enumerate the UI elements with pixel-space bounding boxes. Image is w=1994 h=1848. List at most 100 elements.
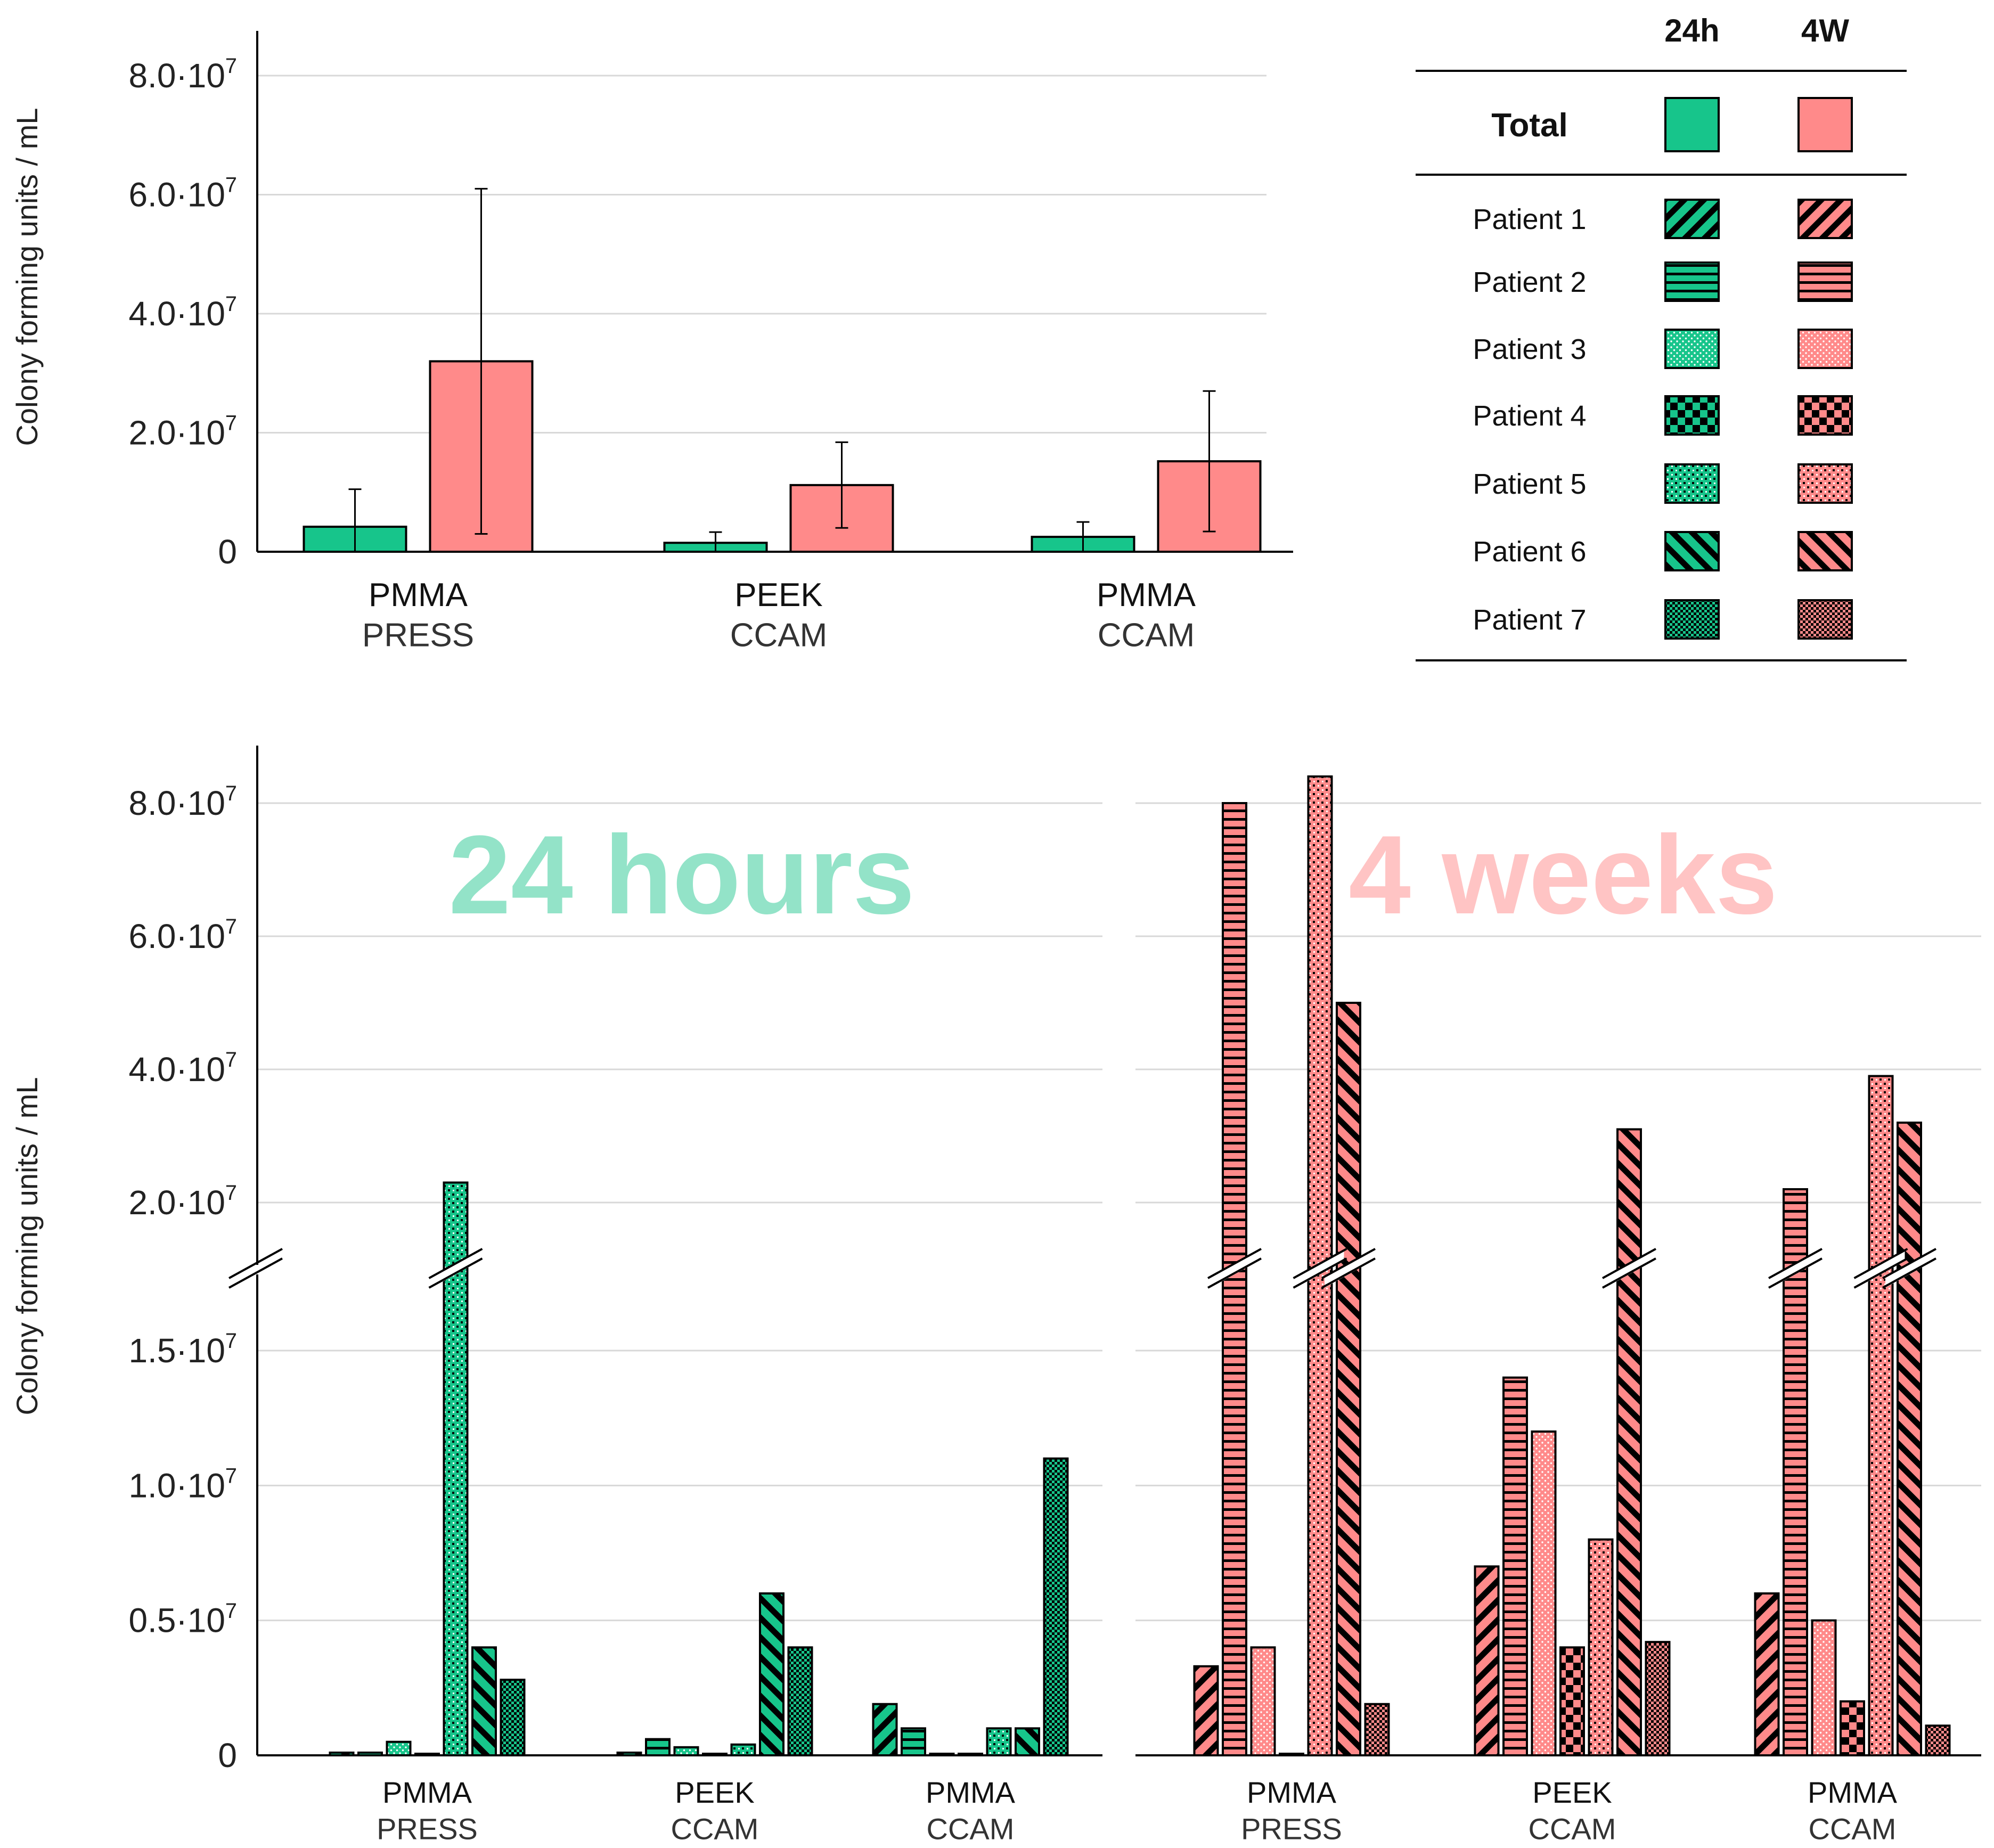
bottom-4w-bar-1-0 — [1474, 1565, 1500, 1756]
legend-swatch-24h-4 — [1664, 395, 1720, 436]
bottom-y-tick-labels: 0 0.5·107 1.0·107 1.5·107 2.0·107 4.0·107 6.0·… — [128, 782, 237, 1775]
bottom-4w-bar-1-2 — [1531, 1430, 1557, 1756]
bottom-4w-break-line-b-2-5 — [1882, 1257, 1936, 1289]
top-x-label-method-1: CCAM — [730, 617, 828, 654]
legend-label-0: Total — [1491, 107, 1568, 144]
bottom-bars — [329, 775, 1951, 1757]
top-y-tick-2: 4.0·107 — [128, 292, 237, 333]
bottom-axis-breaks — [228, 1248, 1936, 1289]
bottom-4w-break-line-a-2-5 — [1882, 1248, 1936, 1279]
bottom-24h-break-line-b-0-4 — [428, 1257, 483, 1289]
bottom-4w-bar-2-6 — [1925, 1724, 1951, 1756]
bottom-4w-x-label-method-1: CCAM — [1529, 1812, 1616, 1845]
bottom-24h-x-label-method-1: CCAM — [671, 1812, 759, 1845]
bottom-4w-break-gap-2-1 — [1771, 1250, 1819, 1288]
bottom-y-tick-5: 4.0·107 — [128, 1048, 237, 1089]
bottom-x-labels: PMMAPRESSPEEKCCAMPMMACCAMPMMAPRESSPEEKCC… — [377, 1776, 1898, 1845]
top-bars — [303, 360, 1262, 553]
top-y-tick-labels: 0 2.0·107 4.0·107 6.0·107 8.0·107 — [128, 54, 237, 571]
legend-label-3: Patient 3 — [1473, 333, 1586, 365]
legend-swatch-24h-2 — [1664, 261, 1720, 302]
bottom-4w-bar-0-2 — [1250, 1646, 1276, 1756]
legend-swatch-24h-6 — [1664, 531, 1720, 571]
bottom-24h-x-label-method-2: CCAM — [927, 1812, 1015, 1845]
bottom-4w-break-line-a-0-1 — [1207, 1248, 1262, 1279]
bottom-4w-break-line-b-0-5 — [1321, 1257, 1376, 1289]
title-4-weeks: 4 weeks — [1349, 812, 1778, 937]
bottom-24h-x-label-method-0: PRESS — [377, 1812, 478, 1845]
bottom-4w-break-gap-1-5 — [1605, 1250, 1653, 1288]
bottom-4w-break-line-a-2-4 — [1853, 1248, 1908, 1279]
bottom-4w-bar-2-0 — [1754, 1592, 1780, 1756]
legend-swatch-4w-7 — [1797, 599, 1853, 640]
bottom-4w-bar-2-1 — [1783, 1188, 1808, 1756]
top-y-tick-3: 6.0·107 — [128, 174, 237, 214]
legend-swatch-24h-0 — [1664, 97, 1720, 152]
bottom-4w-bar-2-3 — [1840, 1700, 1865, 1757]
bottom-4w-bar-0-5 — [1336, 1002, 1361, 1756]
bottom-24h-break-gap-0-4 — [431, 1250, 480, 1288]
bottom-24h-bar-1-6 — [787, 1646, 813, 1756]
bottom-24h-bar-1-4 — [730, 1743, 756, 1757]
legend-header-4w: 4W — [1801, 13, 1849, 48]
bottom-24h-bar-2-1 — [901, 1727, 926, 1756]
top-x-label-material-1: PEEK — [734, 577, 822, 614]
bottom-y-axis-label: Colony forming units / mL — [10, 1077, 44, 1416]
bottom-24h-bar-1-1 — [645, 1738, 671, 1757]
bottom-4w-x-label-method-0: PRESS — [1241, 1812, 1342, 1845]
bottom-24h-bar-2-4 — [986, 1727, 1012, 1756]
bottom-y-axis-break-b — [228, 1257, 283, 1289]
bottom-y-tick-1: 0.5·107 — [128, 1599, 237, 1640]
top-gridlines — [257, 75, 1266, 434]
bottom-4w-bar-1-3 — [1559, 1646, 1585, 1756]
bottom-24h-bar-0-2 — [386, 1740, 412, 1757]
bottom-4w-x-label-material-1: PEEK — [1532, 1776, 1612, 1809]
bottom-4w-break-line-b-0-4 — [1293, 1257, 1347, 1289]
bottom-4w-break-line-a-0-5 — [1321, 1248, 1376, 1279]
top-y-tick-1: 2.0·107 — [128, 412, 237, 452]
legend-swatch-24h-1 — [1664, 199, 1720, 239]
bottom-4w-break-line-b-0-1 — [1207, 1257, 1262, 1289]
bottom-y-tick-2: 1.0·107 — [128, 1464, 237, 1504]
top-axes — [256, 31, 1293, 553]
bottom-4w-break-line-a-1-5 — [1602, 1248, 1656, 1279]
bottom-24h-bar-1-2 — [673, 1746, 699, 1757]
bottom-24h-bar-2-0 — [872, 1703, 898, 1757]
bottom-4w-break-gap-0-1 — [1211, 1250, 1258, 1288]
bottom-gridlines — [257, 802, 1981, 1622]
legend-swatch-4w-4 — [1797, 395, 1853, 436]
legend-swatch-4w-0 — [1797, 97, 1853, 152]
legend-label-7: Patient 7 — [1473, 604, 1586, 636]
legend-swatch-24h-5 — [1664, 463, 1720, 504]
bottom-4w-break-gap-2-4 — [1857, 1250, 1905, 1288]
bottom-4w-bar-2-4 — [1868, 1075, 1894, 1756]
legend-swatch-24h-3 — [1664, 329, 1720, 369]
bottom-y-tick-6: 6.0·107 — [128, 915, 237, 955]
top-chart-panel: Colony forming units / mL 0 2.0·107 4.0·10… — [10, 31, 1293, 654]
bottom-4w-bar-1-4 — [1588, 1538, 1614, 1757]
bottom-24h-x-label-material-1: PEEK — [675, 1776, 754, 1809]
legend-swatch-4w-5 — [1797, 463, 1853, 504]
bottom-24h-x-label-material-0: PMMA — [382, 1776, 472, 1809]
bottom-4w-break-line-b-1-5 — [1602, 1257, 1656, 1289]
bottom-4w-break-line-b-2-1 — [1768, 1257, 1823, 1289]
bottom-24h-x-label-material-2: PMMA — [926, 1776, 1016, 1809]
bottom-4w-break-gap-2-5 — [1885, 1250, 1933, 1288]
legend-swatch-4w-6 — [1797, 531, 1853, 571]
bottom-y-tick-7: 8.0·107 — [128, 782, 237, 822]
legend-label-4: Patient 4 — [1473, 400, 1586, 432]
top-x-label-method-2: CCAM — [1098, 617, 1195, 654]
legend-header-24h: 24h — [1664, 13, 1719, 48]
bottom-4w-bar-0-6 — [1364, 1703, 1390, 1757]
bottom-axes — [256, 746, 1981, 1756]
top-x-label-material-0: PMMA — [369, 577, 468, 614]
bottom-24h-bar-1-5 — [759, 1592, 784, 1756]
top-x-label-method-0: PRESS — [362, 617, 474, 654]
legend-swatch-4w-3 — [1797, 329, 1853, 369]
top-error-bars — [348, 187, 1216, 553]
top-x-label-material-2: PMMA — [1097, 577, 1196, 614]
bottom-y-tick-0: 0 — [218, 1736, 237, 1775]
bottom-4w-bar-2-5 — [1897, 1122, 1922, 1756]
